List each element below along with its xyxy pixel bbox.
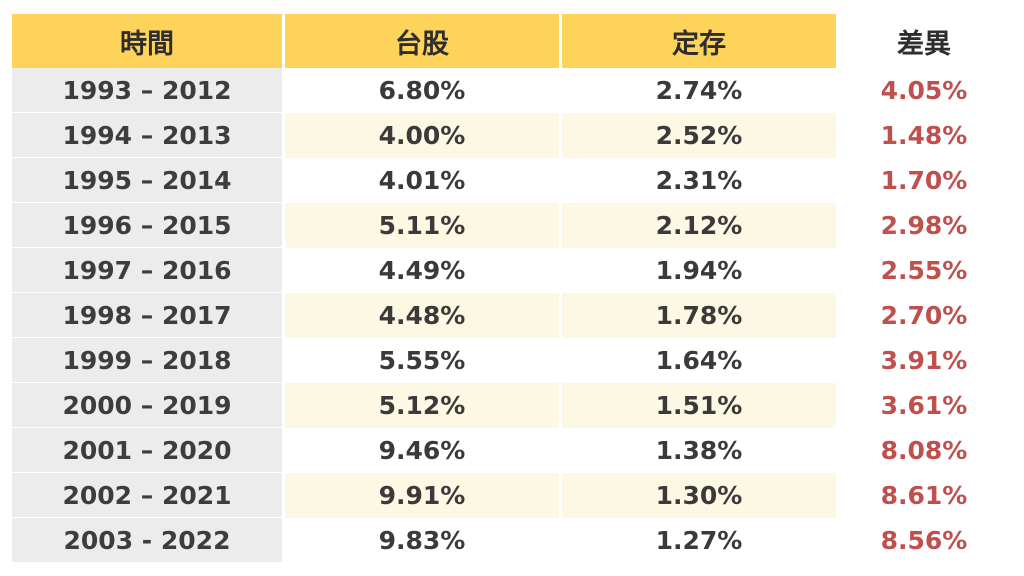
stock-return-cell: 6.80% [285, 68, 559, 113]
period-cell: 1994 – 2013 [12, 113, 282, 158]
table-row: 1993 – 2012 6.80% 2.74% 4.05% [12, 68, 1012, 113]
period-cell: 1996 – 2015 [12, 203, 282, 248]
stock-return-cell: 4.48% [285, 293, 559, 338]
header-period: 時間 [12, 14, 282, 68]
period-cell: 1995 – 2014 [12, 158, 282, 203]
table-row: 2002 – 2021 9.91% 1.30% 8.61% [12, 473, 1012, 518]
stock-return-cell: 5.12% [285, 383, 559, 428]
stock-return-cell: 5.55% [285, 338, 559, 383]
period-cell: 2003 - 2022 [12, 518, 282, 563]
table-row: 1994 – 2013 4.00% 2.52% 1.48% [12, 113, 1012, 158]
period-cell: 2001 – 2020 [12, 428, 282, 473]
deposit-rate-cell: 1.51% [562, 383, 836, 428]
period-cell: 2002 – 2021 [12, 473, 282, 518]
stock-return-cell: 4.01% [285, 158, 559, 203]
period-cell: 1997 – 2016 [12, 248, 282, 293]
table-row: 1997 – 2016 4.49% 1.94% 2.55% [12, 248, 1012, 293]
period-cell: 1998 – 2017 [12, 293, 282, 338]
table-row: 2000 – 2019 5.12% 1.51% 3.61% [12, 383, 1012, 428]
diff-cell: 8.56% [880, 526, 968, 555]
deposit-rate-cell: 1.64% [562, 338, 836, 383]
diff-cell: 2.98% [880, 211, 968, 240]
diff-cell: 2.55% [880, 256, 968, 285]
stock-return-cell: 4.49% [285, 248, 559, 293]
period-cell: 2000 – 2019 [12, 383, 282, 428]
table-row: 1998 – 2017 4.48% 1.78% 2.70% [12, 293, 1012, 338]
returns-comparison-table: 時間 台股 定存 差異 1993 – 2012 6.80% 2.74% 4.05… [12, 14, 1012, 563]
deposit-rate-cell: 1.78% [562, 293, 836, 338]
period-cell: 1999 – 2018 [12, 338, 282, 383]
table-header-row: 時間 台股 定存 差異 [12, 14, 1012, 68]
diff-cell: 2.70% [880, 301, 968, 330]
stock-return-cell: 4.00% [285, 113, 559, 158]
deposit-rate-cell: 1.38% [562, 428, 836, 473]
table-row: 2003 - 2022 9.83% 1.27% 8.56% [12, 518, 1012, 563]
diff-cell: 8.08% [880, 436, 968, 465]
deposit-rate-cell: 2.52% [562, 113, 836, 158]
table-row: 1995 – 2014 4.01% 2.31% 1.70% [12, 158, 1012, 203]
deposit-rate-cell: 1.94% [562, 248, 836, 293]
table-row: 1999 – 2018 5.55% 1.64% 3.91% [12, 338, 1012, 383]
diff-cell: 8.61% [880, 481, 968, 510]
deposit-rate-cell: 2.74% [562, 68, 836, 113]
stock-return-cell: 9.46% [285, 428, 559, 473]
stock-return-cell: 5.11% [285, 203, 559, 248]
diff-cell: 3.61% [880, 391, 968, 420]
stock-return-cell: 9.83% [285, 518, 559, 563]
diff-cell: 1.70% [880, 166, 968, 195]
table-row: 1996 – 2015 5.11% 2.12% 2.98% [12, 203, 1012, 248]
header-deposit: 定存 [562, 14, 836, 68]
header-diff: 差異 [836, 14, 1012, 68]
diff-cell: 4.05% [880, 76, 968, 105]
stock-return-cell: 9.91% [285, 473, 559, 518]
diff-cell: 1.48% [880, 121, 968, 150]
deposit-rate-cell: 1.30% [562, 473, 836, 518]
diff-cell: 3.91% [880, 346, 968, 375]
table-row: 2001 – 2020 9.46% 1.38% 8.08% [12, 428, 1012, 473]
deposit-rate-cell: 2.12% [562, 203, 836, 248]
deposit-rate-cell: 2.31% [562, 158, 836, 203]
deposit-rate-cell: 1.27% [562, 518, 836, 563]
header-stock: 台股 [285, 14, 559, 68]
period-cell: 1993 – 2012 [12, 68, 282, 113]
